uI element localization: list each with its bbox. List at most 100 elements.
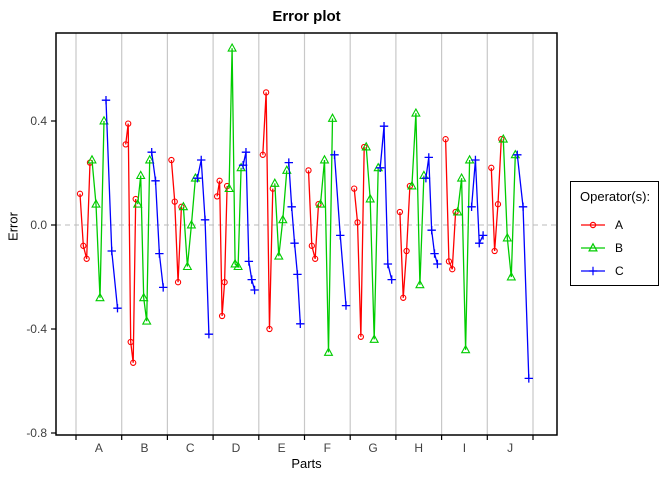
data-point-marker-circle bbox=[445, 258, 453, 265]
series-line-operator-c bbox=[425, 157, 439, 265]
data-point-marker-triangle bbox=[182, 261, 193, 271]
data-point-marker-triangle bbox=[91, 198, 101, 208]
data-point-marker-circle bbox=[262, 89, 270, 96]
data-point-marker-triangle bbox=[502, 232, 513, 242]
blue-plus-line-icon bbox=[581, 266, 605, 275]
data-point-marker-triangle bbox=[460, 344, 471, 354]
data-point-marker-plus bbox=[287, 202, 296, 211]
data-point-marker-plus bbox=[101, 96, 111, 105]
x-category-label: C bbox=[186, 441, 195, 455]
data-point-marker-triangle bbox=[224, 183, 234, 193]
data-point-marker-circle bbox=[396, 208, 404, 216]
data-point-marker-circle bbox=[403, 247, 410, 255]
data-point-marker-circle bbox=[122, 141, 129, 148]
legend-marker-circle bbox=[589, 221, 597, 228]
data-point-marker-plus bbox=[421, 174, 431, 183]
data-point-marker-triangle bbox=[506, 271, 517, 281]
data-point-marker-triangle bbox=[95, 292, 105, 302]
series-line-operator-a bbox=[216, 180, 228, 317]
data-point-marker-plus bbox=[383, 259, 393, 269]
data-point-marker-plus bbox=[379, 122, 389, 131]
data-point-marker-triangle bbox=[456, 172, 467, 182]
data-point-marker-plus bbox=[427, 226, 436, 235]
y-tick-label: 0.0 bbox=[30, 218, 47, 232]
legend-label: B bbox=[615, 240, 624, 255]
data-point-marker-triangle bbox=[315, 198, 326, 208]
data-point-marker-triangle bbox=[141, 315, 152, 325]
series-line-operator-c bbox=[516, 154, 530, 379]
data-point-marker-triangle bbox=[132, 198, 143, 208]
x-category-label: G bbox=[368, 441, 377, 455]
data-point-marker-circle bbox=[351, 185, 358, 192]
data-point-marker-plus bbox=[376, 163, 385, 172]
data-point-marker-triangle bbox=[327, 113, 338, 122]
data-point-marker-plus bbox=[296, 319, 305, 328]
legend-label: A bbox=[615, 217, 624, 232]
legend-entry-operator-b: B bbox=[580, 236, 658, 259]
data-point-marker-circle bbox=[308, 242, 315, 249]
data-point-marker-triangle bbox=[361, 141, 372, 151]
x-category-label: J bbox=[507, 441, 513, 455]
series-line-operator-b bbox=[411, 113, 425, 285]
y-tick-label: -0.4 bbox=[26, 322, 47, 336]
series-line-operator-a bbox=[353, 146, 365, 337]
legend: Operator(s): A B C bbox=[570, 181, 659, 286]
data-point-marker-triangle bbox=[365, 193, 376, 203]
series-line-operator-c bbox=[196, 159, 210, 335]
data-point-marker-plus bbox=[330, 150, 339, 159]
data-point-marker-circle bbox=[125, 120, 132, 127]
series-line-operator-a bbox=[170, 159, 183, 283]
series-line-operator-b bbox=[456, 159, 471, 350]
data-point-marker-triangle bbox=[186, 219, 197, 229]
green-triangle-line-icon bbox=[581, 242, 605, 251]
data-point-marker-circle bbox=[216, 177, 223, 184]
data-point-marker-circle bbox=[221, 279, 228, 286]
data-point-marker-plus bbox=[433, 259, 442, 269]
data-point-marker-triangle bbox=[411, 107, 421, 117]
data-point-marker-plus bbox=[200, 215, 210, 224]
legend-marker-triangle bbox=[588, 242, 598, 251]
panel-border bbox=[55, 32, 558, 436]
data-point-marker-circle bbox=[494, 201, 502, 208]
data-point-marker-circle bbox=[305, 167, 312, 174]
data-point-marker-circle bbox=[218, 312, 226, 320]
data-point-marker-plus bbox=[204, 330, 214, 339]
data-point-marker-triangle bbox=[144, 154, 155, 164]
data-point-marker-circle bbox=[357, 333, 365, 340]
data-point-marker-plus bbox=[513, 150, 522, 159]
data-point-marker-triangle bbox=[498, 133, 509, 143]
data-point-marker-circle bbox=[312, 255, 319, 262]
series-line-operator-c bbox=[105, 100, 119, 309]
series-line-operator-b bbox=[228, 48, 242, 268]
series-line-operator-c bbox=[151, 152, 164, 288]
data-point-marker-plus bbox=[151, 176, 160, 185]
data-point-marker-plus bbox=[241, 148, 251, 157]
data-point-marker-circle bbox=[449, 266, 456, 273]
data-point-marker-circle bbox=[488, 164, 495, 171]
legend-entry-operator-c: C bbox=[580, 259, 658, 282]
series-line-operator-b bbox=[274, 170, 288, 257]
series-line-operator-c bbox=[379, 126, 393, 280]
x-category-label: B bbox=[141, 441, 149, 455]
data-point-marker-circle bbox=[83, 255, 90, 262]
data-point-marker-triangle bbox=[99, 115, 109, 125]
y-axis-title: Error bbox=[5, 212, 21, 241]
data-point-marker-circle bbox=[168, 156, 175, 164]
data-point-marker-plus bbox=[147, 148, 156, 157]
data-point-marker-plus bbox=[197, 155, 206, 165]
y-tick-label: -0.8 bbox=[26, 426, 47, 440]
data-point-marker-plus bbox=[424, 153, 433, 162]
data-point-marker-triangle bbox=[178, 201, 189, 211]
data-point-marker-plus bbox=[247, 275, 256, 284]
legend-label: C bbox=[615, 263, 624, 278]
data-point-marker-plus bbox=[478, 231, 488, 240]
data-point-marker-triangle bbox=[452, 206, 463, 216]
data-point-marker-triangle bbox=[135, 170, 146, 180]
data-point-marker-triangle bbox=[407, 180, 417, 190]
series-line-operator-c bbox=[333, 154, 347, 306]
series-line-operator-c bbox=[470, 159, 484, 244]
data-point-marker-circle bbox=[266, 325, 273, 333]
data-point-marker-circle bbox=[130, 359, 137, 366]
